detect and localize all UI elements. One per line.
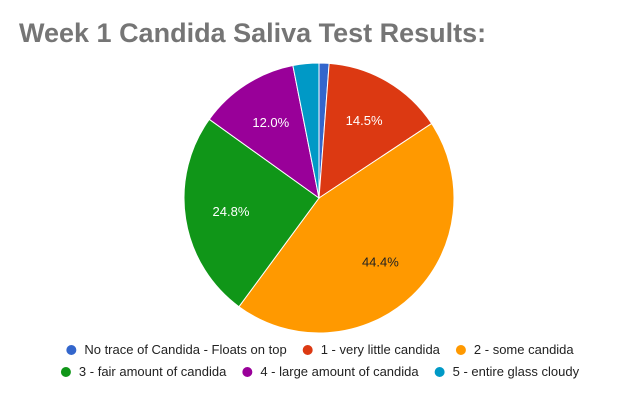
legend-marker-1 <box>302 345 313 355</box>
slice-value-label-1: 14.5% <box>346 113 383 128</box>
legend-marker-3 <box>60 367 71 377</box>
slice-value-label-4: 12.0% <box>252 115 289 130</box>
chart-title: Week 1 Candida Saliva Test Results: <box>19 18 487 48</box>
legend-label-5[interactable]: 5 - entire glass cloudy <box>453 364 580 379</box>
pie-slice-2[interactable] <box>238 122 455 334</box>
slice-value-label-2: 44.4% <box>362 255 399 270</box>
legend-label-1[interactable]: 1 - very little candida <box>321 342 441 357</box>
pie-slices <box>183 62 455 334</box>
legend-label-4[interactable]: 4 - large amount of candida <box>260 364 419 379</box>
legend-label-0[interactable]: No trace of Candida - Floats on top <box>84 342 286 357</box>
pie-slice-4[interactable] <box>208 64 320 200</box>
pie-slice-5[interactable] <box>292 62 320 199</box>
legend: No trace of Candida - Floats on top 1 - v… <box>60 342 580 379</box>
slice-value-label-3: 24.8% <box>213 204 250 219</box>
pie-slice-3[interactable] <box>183 118 320 308</box>
legend-marker-0 <box>66 345 77 355</box>
legend-label-3[interactable]: 3 - fair amount of candida <box>79 364 227 379</box>
legend-label-2[interactable]: 2 - some candida <box>474 342 574 357</box>
pie-slice-1[interactable] <box>318 62 433 199</box>
legend-marker-2 <box>455 345 466 355</box>
legend-marker-4 <box>242 367 253 377</box>
pie-slice-labels: 14.5% 44.4% 24.8% 12.0% <box>213 113 400 269</box>
legend-marker-5 <box>434 367 445 377</box>
